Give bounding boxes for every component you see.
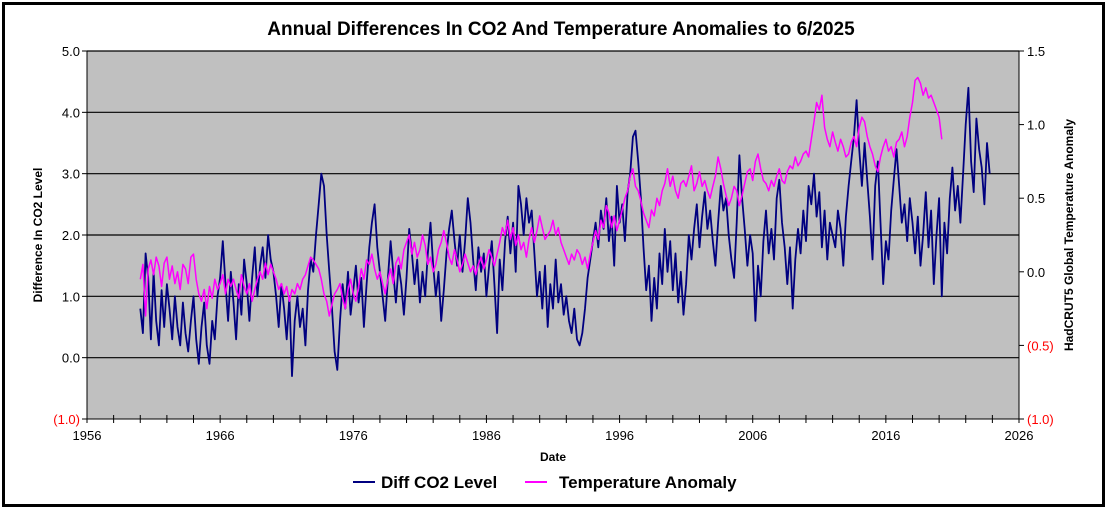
y-ticks-left: (1.0) 0.0 1.0 2.0 3.0 4.0 5.0 xyxy=(53,44,87,427)
x-tick-label: 1956 xyxy=(73,428,102,443)
y-tick-label: (1.0) xyxy=(53,412,80,427)
y-tick-label: 0.0 xyxy=(62,351,80,366)
y2-tick-label: 0.5 xyxy=(1027,191,1045,206)
y2-axis-label: HadCRUT5 Global Temperature Anomaly xyxy=(1062,119,1076,351)
y2-tick-label: (0.5) xyxy=(1027,338,1054,353)
x-tick-label: 1966 xyxy=(206,428,235,443)
x-tick-label: 2016 xyxy=(871,428,900,443)
legend: Diff CO2 Level Temperature Anomaly xyxy=(353,473,737,492)
x-tick-label: 1976 xyxy=(339,428,368,443)
y-ticks-right: (1.0) (0.5) 0.0 0.5 1.0 1.5 xyxy=(1019,44,1054,427)
x-tick-label: 2026 xyxy=(1005,428,1034,443)
x-tick-label: 1996 xyxy=(605,428,634,443)
chart-title: Annual Differences In CO2 And Temperatur… xyxy=(267,19,855,40)
y2-tick-label: (1.0) xyxy=(1027,412,1054,427)
legend-label-co2: Diff CO2 Level xyxy=(381,473,497,492)
x-tick-label: 2006 xyxy=(738,428,767,443)
y-tick-label: 2.0 xyxy=(62,228,80,243)
x-ticks: 1956 1966 1976 1986 1996 2006 2016 2026 xyxy=(73,415,1034,443)
y-tick-label: 1.0 xyxy=(62,289,80,304)
legend-label-temperature: Temperature Anomaly xyxy=(559,473,737,492)
y-axis-label: Difference In CO2 Level xyxy=(31,168,45,303)
x-tick-label: 1986 xyxy=(472,428,501,443)
y-tick-label: 5.0 xyxy=(62,44,80,59)
y-tick-label: 3.0 xyxy=(62,167,80,182)
series-line-temperature-anomaly xyxy=(139,76,943,317)
x-axis-label: Date xyxy=(540,450,566,464)
y2-tick-label: 0.0 xyxy=(1027,265,1045,280)
y-tick-label: 4.0 xyxy=(62,105,80,120)
y2-tick-label: 1.5 xyxy=(1027,44,1045,59)
y2-tick-label: 1.0 xyxy=(1027,118,1045,133)
series-group xyxy=(139,76,991,378)
